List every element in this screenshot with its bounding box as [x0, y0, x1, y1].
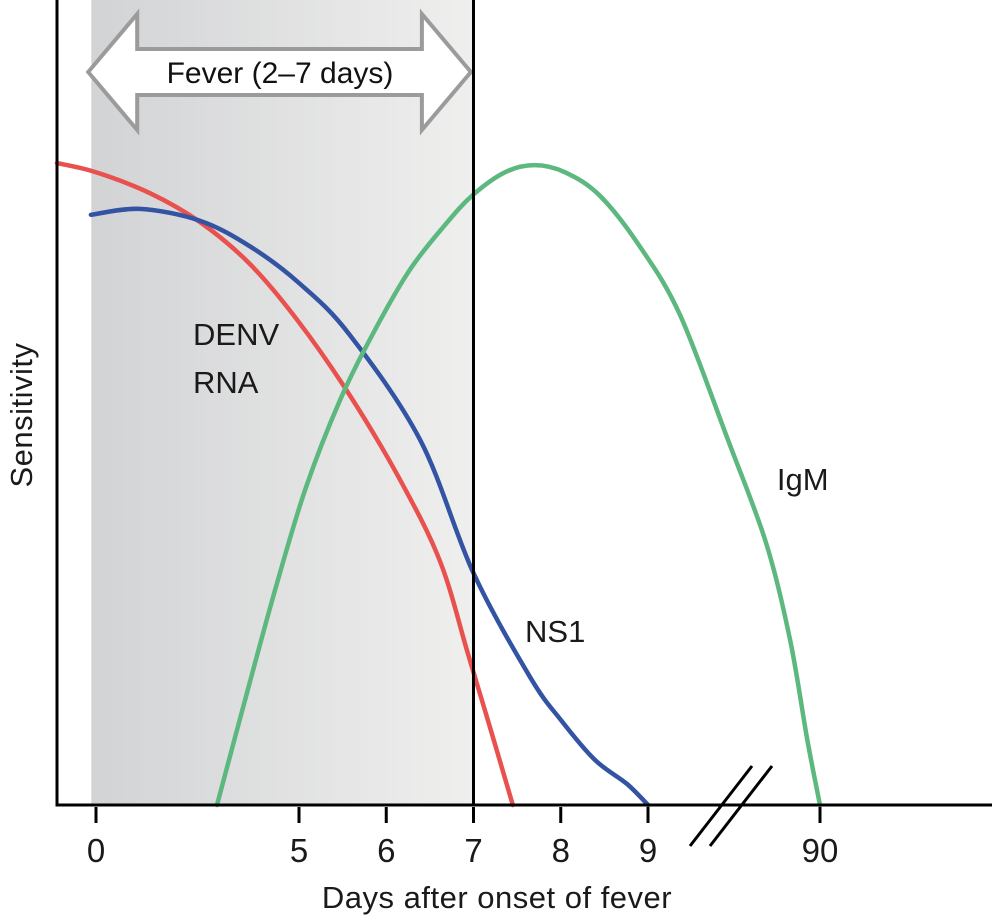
axis-break-mark: [708, 765, 774, 847]
x-axis-title: Days after onset of fever: [322, 880, 672, 915]
axes-layer: [55, 0, 992, 847]
x-tick-label-0: 0: [87, 832, 105, 869]
x-tick-label-90: 90: [802, 832, 839, 869]
fever-arrow-layer: [85, 8, 474, 136]
axis-break-mark: [688, 765, 754, 847]
ns1-curve: [88, 206, 651, 808]
fever-band: [91, 0, 474, 805]
x-tick-label-9: 9: [639, 832, 657, 869]
annotation-igm: IgM: [777, 462, 829, 497]
x-tick-label-8: 8: [552, 832, 570, 869]
x-tick-label-6: 6: [377, 832, 395, 869]
denv-rna-curve: [54, 160, 516, 808]
curves-layer: [54, 160, 823, 808]
fever-duration-arrow: [85, 8, 474, 136]
y-axis-title: Sensitivity: [4, 342, 39, 487]
fever-band-layer: [91, 0, 474, 805]
igm-curve: [214, 162, 823, 808]
annotation-ns1: NS1: [525, 614, 585, 649]
labels-layer: Sensitivity Days after onset of fever Fe…: [4, 57, 838, 915]
annotation-denv-rna: DENV RNA: [193, 317, 279, 400]
x-tick-label-5: 5: [290, 832, 308, 869]
x-tick-label-7: 7: [464, 832, 482, 869]
fever-arrow-label: Fever (2–7 days): [167, 57, 394, 90]
